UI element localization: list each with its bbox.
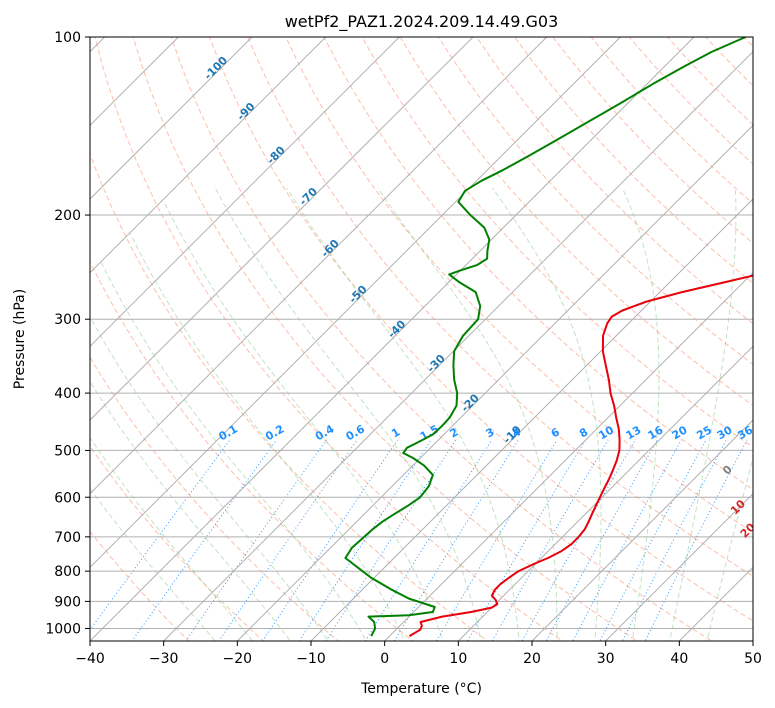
mixing-ratio-line [599,439,707,641]
mixing-ratio-line [521,439,636,641]
y-tick-label: 900 [54,594,81,610]
plot-contents: -100-90-80-70-60-50-40-30-20-100.1 0.2 0.4… [90,37,755,641]
y-tick-label: 700 [54,530,81,546]
isotherm-line [163,50,753,641]
x-tick-label: 0 [380,651,389,667]
plot-frame [89,36,754,642]
moist-adiabat [90,487,216,641]
x-axis-label: Temperature (°C) [360,681,482,697]
moist-adiabat [163,201,444,641]
x-axis-ticks: −40 −30 −20 −10 0 10 20 30 40 50 [75,641,762,667]
isotherm-line [90,37,695,641]
mixing-ratio-line [90,439,231,631]
mixing-ratio-line [131,439,278,641]
x-tick-label: −10 [296,651,326,667]
dry-adiabat [323,37,753,491]
mixing-ratio-line [466,439,586,641]
moist-adiabat [491,187,602,641]
x-tick-label: −20 [223,651,253,667]
chart-title: wetPf2_PAZ1.2024.209.14.49.G03 [285,12,559,32]
mixing-ratio-line [572,439,682,641]
isotherm-line [90,37,548,495]
mixing-ratio-line [435,439,558,641]
x-tick-label: −30 [149,651,179,667]
mixing-ratio-line [545,439,658,641]
x-tick-label: 20 [523,651,541,667]
moist-adiabat [377,187,558,641]
dry-adiabat [170,37,713,641]
mixing-ratio-line [621,439,727,641]
moist-adiabat [90,380,291,641]
y-tick-label: 100 [54,30,81,46]
x-tick-label: 40 [670,651,688,667]
x-tick-label: 30 [597,651,615,667]
dry-adiabat [90,530,190,641]
moist-adiabat [90,315,329,641]
y-axis-label: Pressure (hPa) [12,289,28,389]
temperature-profile [408,274,753,637]
isotherm-line [90,37,327,274]
dry-adiabat [437,37,753,365]
sounding-profiles [344,37,753,637]
isotherm-line [310,198,753,641]
y-tick-label: 400 [54,386,81,402]
y-tick-label: 500 [54,443,81,459]
isotherm-line [605,492,753,641]
x-tick-label: −40 [75,651,105,667]
isotherm-line [457,345,753,641]
y-tick-label: 1000 [45,621,81,637]
mixing-ratio-label: 36 [735,423,755,442]
y-tick-label: 800 [54,564,81,580]
skewed-isotherms [90,37,753,641]
mixing-ratio-line [644,439,748,641]
moist-adiabat [100,261,367,641]
isotherm-line [90,37,400,348]
y-axis-ticks: 1000 900 800 700 600 500 400 300 200 100 [45,30,90,637]
mixing-ratio-line [491,439,609,641]
isobar-gridlines [90,37,753,629]
plot-area [90,37,753,641]
dry-adiabat [399,37,753,407]
moist-adiabat [90,436,254,641]
isotherm-line [90,37,253,200]
moist-adiabat [621,187,660,641]
y-tick-label: 600 [54,490,81,506]
moist-adiabats [90,187,753,641]
isotherm-line [90,37,621,569]
x-tick-label: 10 [449,651,467,667]
moist-adiabat [669,187,737,641]
isotherm-line [531,419,753,641]
isotherm-line [236,124,753,641]
dewpoint-profile [344,37,747,637]
y-tick-label: 300 [54,312,81,328]
x-tick-label: 50 [744,651,762,667]
isotherm-line [384,271,753,641]
y-tick-label: 200 [54,208,81,224]
isotherm-line [90,37,474,421]
